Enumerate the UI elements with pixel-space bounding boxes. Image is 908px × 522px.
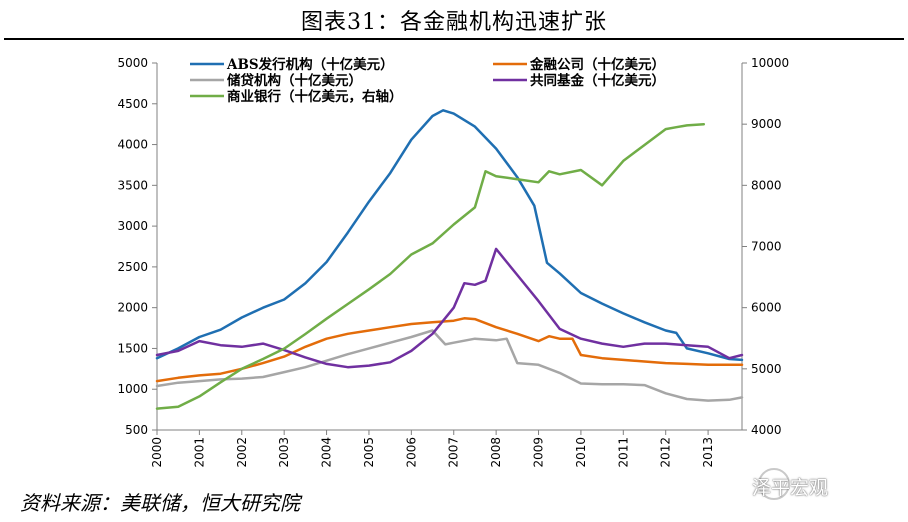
- left-tick-label: 2000: [117, 301, 148, 315]
- legend: ABS发行机构（十亿美元） 金融公司（十亿美元） 储贷机构（十亿美元） 共同基金（十亿…: [190, 56, 665, 105]
- x-tick-label: 2012: [659, 437, 673, 468]
- series-group: [155, 109, 744, 410]
- x-tick-label: 2000: [150, 437, 164, 468]
- right-tick-label: 10000: [751, 56, 789, 70]
- right-tick-label: 6000: [751, 301, 782, 315]
- x-tick-label: 2008: [489, 437, 503, 468]
- right-tick-label: 4000: [751, 423, 782, 437]
- x-tick-label: 2010: [574, 437, 588, 468]
- x-tick-label: 2002: [235, 437, 249, 468]
- source-note: 资料来源：美联储，恒大研究院: [20, 491, 300, 515]
- x-tick-label: 2013: [701, 437, 715, 468]
- left-tick-label: 2500: [117, 260, 148, 274]
- right-tick-label: 8000: [751, 178, 782, 192]
- left-tick-label: 3500: [117, 178, 148, 192]
- watermark: 泽平宏观: [752, 477, 829, 499]
- left-tick-label: 1000: [117, 382, 148, 396]
- left-tick-label: 4000: [117, 138, 148, 152]
- legend-label: 商业银行（十亿美元，右轴）: [227, 88, 403, 105]
- right-tick-label: 5000: [751, 362, 782, 376]
- wechat-icon: [758, 468, 790, 500]
- legend-label: 金融公司（十亿美元）: [529, 56, 665, 73]
- left-tick-label: 4500: [117, 97, 148, 111]
- x-tick-label: 2006: [404, 437, 418, 468]
- x-tick-label: 2005: [362, 437, 376, 468]
- legend-label: ABS发行机构（十亿美元）: [226, 56, 394, 73]
- legend-label: 储贷机构（十亿美元）: [226, 72, 362, 89]
- x-tick-label: 2001: [192, 437, 206, 468]
- x-tick-label: 2011: [616, 437, 630, 468]
- right-tick-label: 9000: [751, 117, 782, 131]
- x-tick-label: 2007: [447, 437, 461, 468]
- legend-label: 共同基金（十亿美元）: [530, 72, 665, 89]
- series-line: [155, 109, 744, 362]
- x-tick-label: 2004: [320, 437, 334, 468]
- axes-group: 500 1000 1500 2000 2500 3000 3500 4000 4500 5000 4…: [117, 56, 789, 468]
- x-tick-label: 2003: [277, 437, 291, 468]
- x-tick-label: 2009: [532, 437, 546, 468]
- left-tick-label: 3000: [117, 219, 148, 233]
- series-line: [155, 247, 744, 369]
- chart: 500 1000 1500 2000 2500 3000 3500 4000 4500 5000 4…: [117, 56, 789, 468]
- title-divider: [4, 38, 904, 40]
- right-tick-label: 7000: [751, 240, 782, 254]
- left-tick-label: 500: [125, 423, 148, 437]
- left-tick-label: 1500: [117, 341, 148, 355]
- series-line: [155, 317, 744, 383]
- chart-title: 图表31：各金融机构迅速扩张: [301, 10, 607, 35]
- series-line: [155, 329, 744, 402]
- left-tick-label: 5000: [117, 56, 148, 70]
- series-line: [155, 122, 706, 410]
